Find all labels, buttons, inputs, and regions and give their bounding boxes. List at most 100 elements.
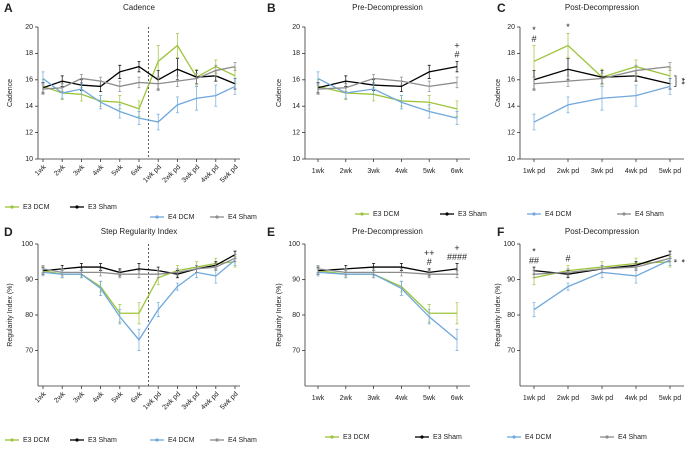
- series-line: [533, 65, 671, 85]
- y-tick-label: 18: [507, 50, 515, 57]
- x-tick-label: 3wk pd: [591, 395, 613, 402]
- y-tick-label: 20: [507, 24, 515, 31]
- x-tick-label: 6wk: [130, 163, 144, 177]
- legend-label: E4 DCM: [168, 214, 195, 221]
- legend-label: E4 DCM: [525, 434, 552, 441]
- chart-title: Pre-Decompression: [352, 227, 423, 236]
- legend-marker: [512, 435, 516, 439]
- y-tick-label: 12: [25, 129, 33, 136]
- series-line: [42, 259, 236, 341]
- x-tick-label: 3wk: [367, 395, 380, 402]
- panel-letter: C: [497, 1, 506, 15]
- x-tick-label: 2wk pd: [161, 391, 182, 412]
- legend-label: E3 Sham: [88, 437, 117, 444]
- y-tick-label: 70: [507, 347, 515, 354]
- legend-label: E3 DCM: [373, 211, 400, 218]
- series-line: [317, 65, 458, 89]
- x-tick-label: 1wk: [34, 390, 48, 404]
- series-line: [42, 65, 236, 90]
- y-axis-label: Cadence: [276, 79, 283, 107]
- panel-letter: D: [4, 225, 13, 239]
- legend-marker: [330, 435, 334, 439]
- x-tick-label: 6wk: [451, 168, 464, 175]
- x-tick-label: 2wk: [53, 390, 67, 404]
- series-line: [317, 77, 458, 119]
- y-tick-label: 10: [507, 156, 515, 163]
- x-tick-label: 5wk pd: [219, 391, 240, 412]
- y-tick-label: 100: [21, 241, 33, 248]
- series-line: [317, 85, 458, 110]
- x-tick-label: 2wk: [53, 163, 67, 177]
- series-line: [42, 44, 236, 110]
- x-tick-label: 1wk pd: [523, 395, 545, 402]
- x-tick-label: 4wk pd: [625, 395, 647, 402]
- annotation: *: [532, 246, 536, 256]
- y-tick-label: 20: [25, 24, 33, 31]
- legend-marker: [215, 215, 219, 219]
- bracket: [674, 75, 677, 87]
- x-tick-label: 5wk pd: [219, 164, 240, 185]
- annotation: ####: [447, 252, 467, 262]
- y-axis-label: Cadence: [495, 79, 502, 107]
- legend-marker: [622, 212, 626, 216]
- series-line: [317, 77, 458, 90]
- annotation: #: [454, 50, 459, 60]
- y-tick-label: 14: [292, 103, 300, 110]
- x-tick-label: 3wk: [367, 168, 380, 175]
- bracket: [674, 259, 677, 263]
- x-tick-label: 1wk pd: [142, 164, 163, 185]
- x-tick-label: 6wk: [130, 390, 144, 404]
- legend-marker: [532, 212, 536, 216]
- y-tick-label: 100: [503, 241, 515, 248]
- y-axis-label: Cadence: [7, 79, 14, 107]
- x-tick-label: 5wk: [111, 163, 125, 177]
- y-tick-label: 70: [292, 347, 300, 354]
- annotation: ##: [529, 255, 539, 265]
- x-tick-label: 2wk: [340, 395, 353, 402]
- legend-marker: [75, 438, 79, 442]
- x-tick-label: 3wk pd: [181, 391, 202, 412]
- series-line: [42, 77, 236, 123]
- annotation: *: [532, 25, 536, 35]
- legend-marker: [155, 215, 159, 219]
- x-tick-label: 3wk: [72, 390, 86, 404]
- annotation: #: [565, 254, 570, 264]
- y-tick-label: 90: [292, 276, 300, 283]
- x-tick-label: 4wk: [92, 390, 106, 404]
- annotation: #: [427, 257, 432, 267]
- x-tick-label: 1wk pd: [142, 391, 163, 412]
- legend-marker: [215, 438, 219, 442]
- annotation: +: [454, 243, 459, 253]
- x-tick-label: 5wk: [423, 168, 436, 175]
- y-axis-label: Regularity Index (%): [495, 283, 502, 346]
- annotation: ++: [424, 248, 435, 258]
- legend-label: E3 DCM: [23, 204, 50, 211]
- y-tick-label: 16: [25, 77, 33, 84]
- panel-letter: E: [267, 225, 275, 239]
- y-tick-label: 90: [25, 276, 33, 283]
- y-axis-label: Regularity Index (%): [276, 283, 283, 346]
- x-tick-label: 3wk pd: [591, 168, 613, 175]
- bracket-label: **: [677, 78, 687, 86]
- y-tick-label: 14: [25, 103, 33, 110]
- y-tick-label: 10: [25, 156, 33, 163]
- panel-letter: A: [4, 1, 13, 15]
- y-tick-label: 16: [507, 77, 515, 84]
- legend-label: E3 DCM: [343, 434, 370, 441]
- x-tick-label: 2wk: [340, 168, 353, 175]
- series-line: [533, 85, 671, 123]
- x-tick-label: 2wk pd: [557, 168, 579, 175]
- legend-label: E3 Sham: [88, 204, 117, 211]
- y-tick-label: 16: [292, 77, 300, 84]
- x-tick-label: 5wk: [111, 390, 125, 404]
- series-line: [317, 266, 458, 274]
- legend-label: E4 DCM: [545, 211, 572, 218]
- legend-marker: [155, 438, 159, 442]
- series-line: [42, 65, 236, 89]
- y-tick-label: 90: [507, 276, 515, 283]
- legend-label: E4 Sham: [618, 434, 647, 441]
- x-tick-label: 1wk: [34, 163, 48, 177]
- legend-label: E4 Sham: [228, 437, 257, 444]
- legend-label: E4 Sham: [635, 211, 664, 218]
- x-tick-label: 4wk pd: [200, 391, 221, 412]
